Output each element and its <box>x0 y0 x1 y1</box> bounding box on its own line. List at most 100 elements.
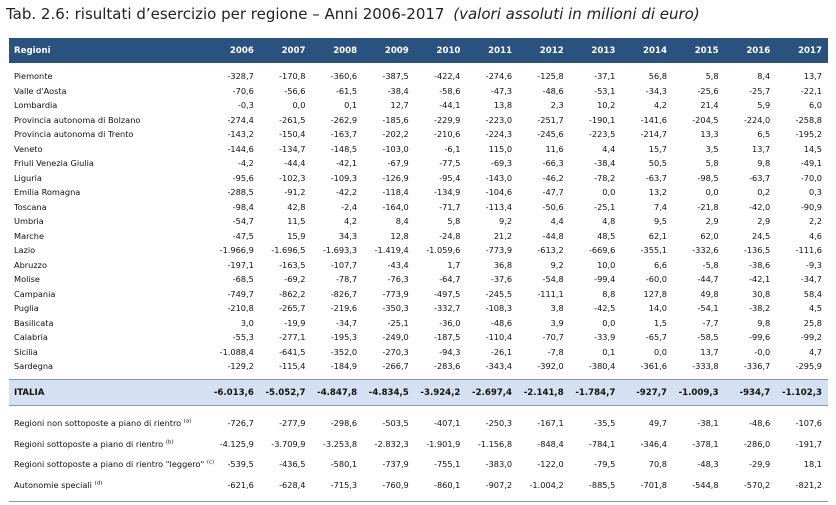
table-row: Sicilia -1.088,4 -641,5 -352,0 -270,3 -94,3 -2… <box>9 345 828 360</box>
table-cell: -70,7 <box>542 332 564 343</box>
table-cell: 0,1 <box>602 346 616 357</box>
row-label-text: Sicilia <box>14 346 38 357</box>
table-cell: -94,3 <box>439 346 461 357</box>
table-cell: -436,5 <box>279 459 306 470</box>
table-cell: -274,4 <box>227 114 254 125</box>
table-cell: -48,6 <box>490 317 513 328</box>
table-cell: 12,7 <box>390 100 409 111</box>
table-cell: -91,2 <box>284 187 306 198</box>
table-cell: -9,3 <box>806 259 822 270</box>
table-cell: -70,6 <box>232 85 254 96</box>
row-label: Autonomie speciali (d) <box>9 475 208 496</box>
row-label-text: Lazio <box>14 245 36 256</box>
table-cell: 4,6 <box>808 230 822 241</box>
table-cell: -125,8 <box>537 71 564 82</box>
aggregate-rows: Regioni non sottoposte a piano di rientr… <box>9 406 828 496</box>
table-row: Valle d'Aosta -70,6 -56,6 -61,5 -38,4 -58,6 -4… <box>9 84 828 99</box>
table-cell: 14,0 <box>648 303 667 314</box>
table-cell: -58,6 <box>439 85 461 96</box>
table-row: Calabria -55,3 -277,1 -195,3 -249,0 -187,5 -11… <box>9 330 828 345</box>
table-cell: 11,6 <box>545 143 564 154</box>
row-label-text: Abruzzo <box>14 259 47 270</box>
table-cell: -224,0 <box>743 114 771 125</box>
row-label-text: Provincia autonoma di Bolzano <box>14 114 141 125</box>
table-row: Umbria -54,7 11,5 4,2 8,4 5,8 9,2 4,4 4,8 9,5 2,9 2… <box>9 214 828 229</box>
table-cell: -295,9 <box>795 361 822 372</box>
table-cell: -76,3 <box>387 274 409 285</box>
table-cell: -70,0 <box>800 172 822 183</box>
table-cell: -7,8 <box>547 346 564 357</box>
row-label: Basilicata <box>9 316 208 331</box>
table-cell: -36,0 <box>439 317 461 328</box>
table-cell: 4,2 <box>344 216 358 227</box>
table-cell: 9,5 <box>653 216 667 227</box>
table-cell: -249,0 <box>382 332 409 343</box>
aggregate-row: Regioni sottoposte a piano di rientro "l… <box>9 454 828 475</box>
table-cell: 21,4 <box>700 100 719 111</box>
table-cell: 0,0 <box>705 187 719 198</box>
table-cell: -355,1 <box>640 245 667 256</box>
table-cell: 115,0 <box>488 143 513 154</box>
table-cell: 0,0 <box>292 100 306 111</box>
table-cell: 8,4 <box>395 216 409 227</box>
table-cell: 49,7 <box>648 417 667 428</box>
table-row: Toscana -98,4 42,8 -2,4 -164,0 -71,7 -113,4 -50… <box>9 200 828 215</box>
table-cell: -19,9 <box>284 317 306 328</box>
table-cell: -25,1 <box>387 317 409 328</box>
table-cell: -90,9 <box>800 201 822 212</box>
row-label-text: Veneto <box>14 143 43 154</box>
table-cell: 12,8 <box>390 230 409 241</box>
table-cell: -378,1 <box>692 438 719 449</box>
table-cell: -1.156,8 <box>477 438 513 449</box>
table-cell: 34,3 <box>338 230 358 241</box>
table-row: Liguria -95,6 -102,3 -109,3 -126,9 -95,4 -143,… <box>9 171 828 186</box>
table-cell: -78,7 <box>335 274 358 285</box>
table-cell: 13,7 <box>803 71 822 82</box>
row-label-text: Marche <box>14 230 44 241</box>
table-cell: -749,7 <box>227 288 254 299</box>
table-cell: -63,7 <box>749 172 771 183</box>
table-cell: -69,3 <box>490 158 513 169</box>
table-cell: -570,2 <box>743 480 771 491</box>
table-cell: -407,1 <box>434 417 461 428</box>
table-cell: 6,5 <box>757 129 771 140</box>
row-label: Marche <box>9 229 208 244</box>
table-cell: 15,7 <box>648 143 667 154</box>
table-cell: -113,4 <box>485 201 513 212</box>
row-label: ITALIA <box>9 380 208 406</box>
row-label: Puglia <box>9 301 208 316</box>
table-cell: 58,4 <box>803 288 822 299</box>
table-cell: -539,5 <box>227 459 254 470</box>
table-cell: -245,5 <box>485 288 513 299</box>
table-cell: -580,1 <box>330 459 358 470</box>
table-cell: -3.253,8 <box>322 438 358 449</box>
table-cell: -56,6 <box>284 85 306 96</box>
table-cell: -48,6 <box>542 85 564 96</box>
table-cell: -55,3 <box>232 332 254 343</box>
table-cell: 2,9 <box>705 216 719 227</box>
table-row: Marche -47,5 15,9 34,3 12,8 -24,8 21,2 -44,8 48,… <box>9 229 828 244</box>
table-cell: -107,6 <box>795 417 822 428</box>
table-cell: 56,8 <box>648 71 667 82</box>
row-label: Lombardia <box>9 98 208 113</box>
table-cell: -47,7 <box>542 187 564 198</box>
table-cell: -927,7 <box>636 387 667 398</box>
row-label: Umbria <box>9 214 208 229</box>
row-label: Abruzzo <box>9 258 208 273</box>
table-cell: 13,8 <box>493 100 513 111</box>
table-cell: -497,5 <box>434 288 461 299</box>
table-cell: 15,9 <box>287 230 306 241</box>
table-cell: -328,7 <box>227 71 254 82</box>
table-cell: 127,8 <box>643 288 667 299</box>
table-cell: 11,5 <box>287 216 306 227</box>
table-cell: -907,2 <box>485 480 513 491</box>
table-cell: -350,3 <box>382 303 409 314</box>
row-label-text: Regioni sottoposte a piano di rientro <box>14 438 164 449</box>
table-cell: -98,4 <box>232 201 254 212</box>
table-row: Abruzzo -197,1 -163,5 -107,7 -43,4 1,7 36,8 9,2… <box>9 258 828 273</box>
row-label-text: Calabria <box>14 332 48 343</box>
table-cell: -773,9 <box>382 288 409 299</box>
table-cell: -383,0 <box>485 459 513 470</box>
table-cell: -7,7 <box>702 317 719 328</box>
table-cell: -68,5 <box>232 274 254 285</box>
